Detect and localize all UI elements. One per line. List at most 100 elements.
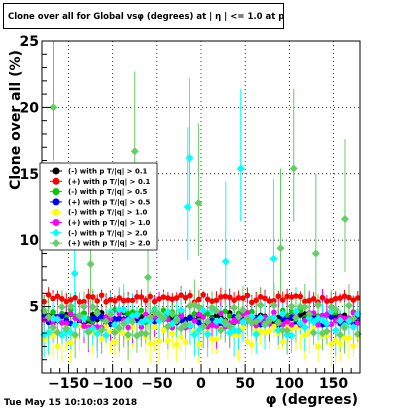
data-point [59, 296, 65, 302]
data-point [252, 317, 261, 326]
data-point [70, 269, 79, 278]
data-point [81, 323, 87, 330]
data-point [138, 324, 145, 330]
data-point [248, 341, 255, 348]
data-point [328, 341, 335, 347]
data-point [265, 316, 274, 325]
data-point [203, 317, 212, 326]
data-point [93, 309, 102, 318]
data-point [252, 330, 261, 339]
data-point [271, 323, 277, 330]
data-point [107, 296, 114, 303]
data-point [297, 312, 304, 318]
data-point [88, 324, 97, 333]
data-point [200, 314, 207, 320]
chart-title: Clone over all for Global vsφ (degrees) … [3, 3, 284, 29]
data-point [216, 326, 225, 335]
data-point [187, 314, 193, 321]
data-point [231, 317, 237, 324]
data-point [142, 311, 149, 318]
data-point [203, 329, 212, 338]
data-point [287, 302, 296, 311]
data-point [209, 298, 215, 305]
legend-entry: (-) with p T/|q| > 1.0 [68, 209, 148, 218]
legend-entry: (+) with p T/|q| > 0.5 [68, 198, 151, 207]
data-point [163, 322, 172, 331]
data-point [279, 315, 286, 321]
data-point [45, 292, 52, 298]
data-point [169, 296, 176, 302]
data-point [86, 260, 95, 269]
data-point [322, 327, 331, 336]
y-tick-label: 15 [20, 167, 39, 183]
data-point [103, 299, 109, 305]
data-point [199, 322, 208, 331]
data-point [89, 294, 96, 300]
data-point [57, 303, 66, 312]
data-point [244, 292, 251, 299]
data-point [354, 320, 361, 326]
data-point [103, 314, 109, 320]
data-point [262, 329, 268, 336]
y-tick-label: 20 [20, 100, 40, 116]
data-point [112, 316, 118, 322]
data-point [107, 321, 114, 328]
data-point [310, 296, 317, 302]
data-point [195, 319, 202, 326]
data-point [346, 294, 352, 301]
data-point [119, 306, 128, 315]
data-point [165, 337, 171, 344]
data-point [279, 297, 286, 303]
data-point [94, 298, 101, 304]
data-point [234, 326, 243, 335]
data-point [151, 324, 158, 330]
data-point [300, 323, 309, 332]
data-point [182, 294, 189, 301]
data-point [156, 338, 162, 344]
data-point [284, 293, 290, 300]
data-point [213, 323, 220, 329]
data-point [67, 297, 74, 303]
data-point [119, 319, 128, 328]
data-point [261, 320, 270, 329]
data-point [49, 103, 58, 112]
data-point [278, 309, 287, 318]
data-point [293, 324, 299, 330]
data-point [204, 296, 211, 303]
data-point [354, 295, 361, 301]
data-point [98, 313, 105, 320]
data-point [159, 314, 168, 323]
data-point [266, 328, 273, 334]
x-tick-label: −50 [141, 376, 172, 392]
y-axis-label: Clone over all (%) [8, 50, 24, 190]
data-point [120, 297, 127, 304]
data-point [288, 294, 295, 300]
data-point [331, 326, 340, 335]
data-point [115, 324, 124, 333]
data-point [71, 320, 80, 329]
legend-entry: (+) with p T/|q| > 2.0 [68, 240, 151, 249]
data-point [315, 343, 321, 350]
data-point [50, 333, 56, 339]
data-point [125, 297, 131, 303]
data-point [340, 323, 349, 332]
data-point [236, 164, 245, 173]
data-point [341, 293, 348, 299]
data-point [172, 316, 181, 325]
data-point [147, 293, 154, 300]
data-point [138, 294, 145, 300]
data-point [346, 335, 352, 341]
data-point [194, 199, 203, 208]
x-tick-label: −150 [48, 376, 89, 392]
data-point [221, 257, 230, 266]
data-point [195, 296, 202, 303]
data-point [221, 317, 230, 326]
data-point [209, 322, 215, 328]
data-point [262, 295, 268, 302]
data-point [301, 332, 308, 339]
data-point [226, 294, 233, 301]
data-point [288, 321, 295, 328]
data-point [315, 321, 321, 328]
data-point [129, 324, 136, 331]
data-point [134, 294, 140, 300]
